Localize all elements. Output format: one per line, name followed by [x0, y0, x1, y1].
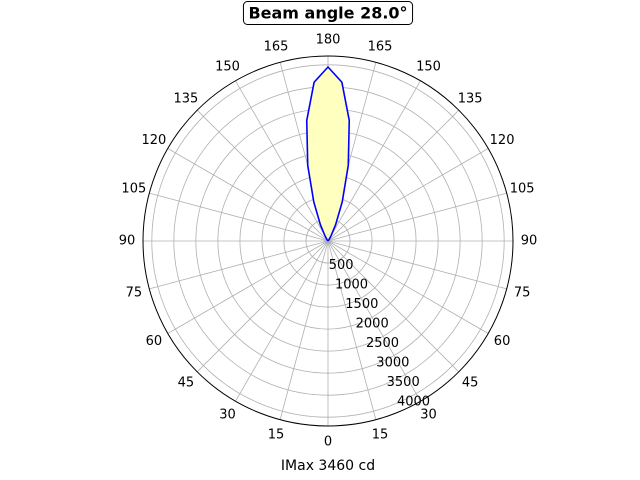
grid-spoke: [167, 148, 329, 242]
grid-spoke: [327, 240, 489, 334]
theta-tick-label: 120: [142, 133, 167, 148]
theta-tick-label: 75: [514, 286, 531, 301]
grid-spoke: [327, 240, 460, 373]
grid-spoke: [279, 240, 329, 420]
theta-tick-label: 105: [121, 181, 146, 196]
grid-spoke: [327, 240, 377, 420]
theta-tick-label: 60: [494, 334, 511, 349]
theta-tick-label: 90: [119, 234, 136, 249]
theta-tick-label: 15: [372, 428, 389, 443]
x-axis-label: IMax 3460 cd: [281, 458, 375, 474]
grid-spoke: [327, 148, 489, 242]
grid-spoke: [327, 80, 421, 242]
chart-title: Beam angle 28.0°: [248, 4, 407, 23]
theta-tick-label: 15: [268, 428, 285, 443]
outer-frame: [142, 55, 514, 427]
title-box: [242, 1, 414, 25]
theta-tick-label: 90: [521, 234, 538, 249]
theta-tick-label: 165: [368, 39, 393, 54]
grid-spoke: [149, 240, 329, 290]
grid-spoke: [327, 240, 507, 290]
theta-tick-label: 105: [510, 181, 535, 196]
r-tick-label: 4000: [397, 394, 430, 409]
theta-tick-label: 150: [215, 59, 240, 74]
theta-tick-label: 165: [264, 39, 289, 54]
r-tick-label: 1000: [335, 278, 368, 293]
grid-spoke: [149, 192, 329, 242]
theta-tick-label: 120: [490, 133, 515, 148]
grid-spoke: [327, 192, 507, 242]
grid-spoke: [235, 80, 329, 242]
grid-spoke: [196, 240, 329, 373]
beam-area: [306, 67, 350, 241]
theta-tick-label: 180: [316, 33, 341, 48]
theta-tick-label: 135: [458, 91, 483, 106]
theta-tick-label: 135: [173, 91, 198, 106]
theta-tick-label: 45: [462, 376, 479, 391]
theta-tick-label: 30: [219, 408, 236, 423]
theta-tick-label: 0: [324, 435, 332, 450]
grid-spoke: [235, 240, 329, 402]
r-tick-label: 500: [329, 258, 354, 273]
theta-tick-label: 60: [146, 334, 163, 349]
theta-tick-label: 30: [420, 408, 437, 423]
theta-tick-label: 150: [416, 59, 441, 74]
r-tick-label: 3000: [376, 355, 409, 370]
grid-spoke: [167, 240, 329, 334]
theta-tick-label: 45: [178, 376, 195, 391]
grid-spoke: [327, 109, 460, 242]
r-tick-label: 3500: [387, 375, 420, 390]
beam-line: [305, 65, 351, 242]
r-tick-label: 2500: [366, 336, 399, 351]
theta-tick-label: 75: [126, 286, 143, 301]
r-tick-label: 1500: [345, 297, 378, 312]
grid-spoke: [196, 109, 329, 242]
grid-spoke: [327, 240, 421, 402]
r-tick-label: 2000: [356, 317, 389, 332]
